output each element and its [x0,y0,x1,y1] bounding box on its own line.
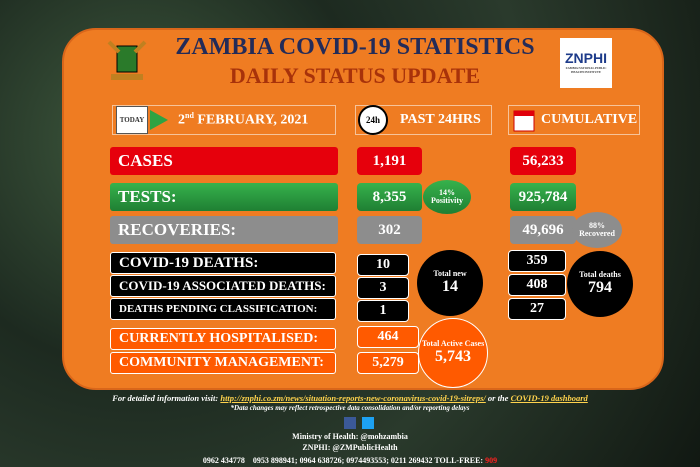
dashboard-link[interactable]: COVID-19 dashboard [510,393,588,403]
cumulative-value: 49,696 [510,216,576,244]
clock-icon: 24h [358,105,388,135]
date-day: 2 [178,112,185,128]
past-value: 464 [357,326,419,348]
past-header: 24h PAST 24HRS [355,105,492,135]
info-line: For detailed information visit: http://z… [0,393,700,403]
row-label: CASES [110,147,338,175]
row-label: TESTS: [110,183,338,211]
bubble-value: 14 [442,277,458,295]
ministry-handle: Ministry of Health: @mohzambia [292,432,408,441]
today-icon: TODAY [116,106,148,134]
past-value: 10 [357,254,409,276]
bubble-value: 5,743 [435,347,471,365]
row-label: DEATHS PENDING CLASSIFICATION: [110,298,336,320]
title: ZAMBIA COVID-19 STATISTICS [175,34,535,60]
cumulative-header: CUMULATIVE [508,105,640,135]
past-value: 3 [357,277,409,299]
bubble-label: Total deaths [579,270,621,280]
calendar-icon [513,110,535,132]
date-suffix: nd [185,111,194,121]
cumulative-value: 925,784 [510,183,576,211]
total-new-bubble: Total new 14 [417,250,483,316]
past-value: 1,191 [357,147,422,175]
cumulative-value: 56,233 [510,147,576,175]
row-label: COVID-19 DEATHS: [110,252,336,274]
row-label: COMMUNITY MANAGEMENT: [110,352,336,374]
row-label: RECOVERIES: [110,216,338,244]
subtitle: DAILY STATUS UPDATE [229,63,481,88]
phone-line: 0962 434778 0953 898941; 0964 638726; 09… [0,456,700,465]
social-icons [344,417,374,429]
logo: ZNPHI ZAMBIA NATIONAL PUBLIC HEALTH INST… [560,38,612,88]
logo-caption: ZAMBIA NATIONAL PUBLIC HEALTH INSTITUTE [565,66,607,74]
cumulative-value: 27 [508,298,566,320]
bubble-label: Recovered [579,229,615,238]
toll-free: 909 [485,456,498,465]
phones: 0953 898941; 0964 638726; 0974493553; 02… [252,456,484,465]
past-value: 8,355 [357,183,422,211]
bubble-value: 88% [589,220,605,230]
cumulative-value: 408 [508,274,566,296]
coat-of-arms [107,40,147,80]
info-or: or the [487,393,509,403]
total-deaths-bubble: Total deaths 794 [567,251,633,317]
date-box: TODAY 2nd FEBRUARY, 2021 [112,105,336,135]
cumulative-value: 359 [508,250,566,272]
date-rest: FEBRUARY, 2021 [197,112,309,128]
twitter-icon[interactable] [362,417,374,429]
facebook-icon[interactable] [344,417,356,429]
active-bubble: Total Active Cases 5,743 [418,318,488,388]
arrow [150,110,168,130]
phone-1: 0962 434778 [202,456,245,465]
sitrep-link[interactable]: http://znphi.co.zm/news/situation-report… [220,393,486,403]
bubble-label: Total new [433,269,467,279]
past-value: 302 [357,216,422,244]
past-title: PAST 24HRS [400,112,481,127]
bubble-label: Total Active Cases [421,339,485,349]
data-note: *Data changes may reflect retrospective … [230,404,470,412]
recovered-bubble: 88% Recovered [572,212,622,248]
bubble-value: 14% [439,187,455,197]
row-label: COVID-19 ASSOCIATED DEATHS: [110,275,336,297]
date: 2nd FEBRUARY, 2021 [178,111,308,129]
past-value: 1 [357,300,409,322]
cumulative-title: CUMULATIVE [541,112,638,127]
bubble-value: 794 [588,278,612,296]
positivity-bubble: 14% Positivity [423,180,471,214]
znphi-handle: ZNPHI: @ZMPublicHealth [302,443,398,452]
row-label: CURRENTLY HOSPITALISED: [110,328,336,350]
info-intro: For detailed information visit: [112,393,219,403]
past-value: 5,279 [357,352,419,374]
logo-text: ZNPHI [565,50,607,66]
bubble-label: Positivity [431,196,463,205]
